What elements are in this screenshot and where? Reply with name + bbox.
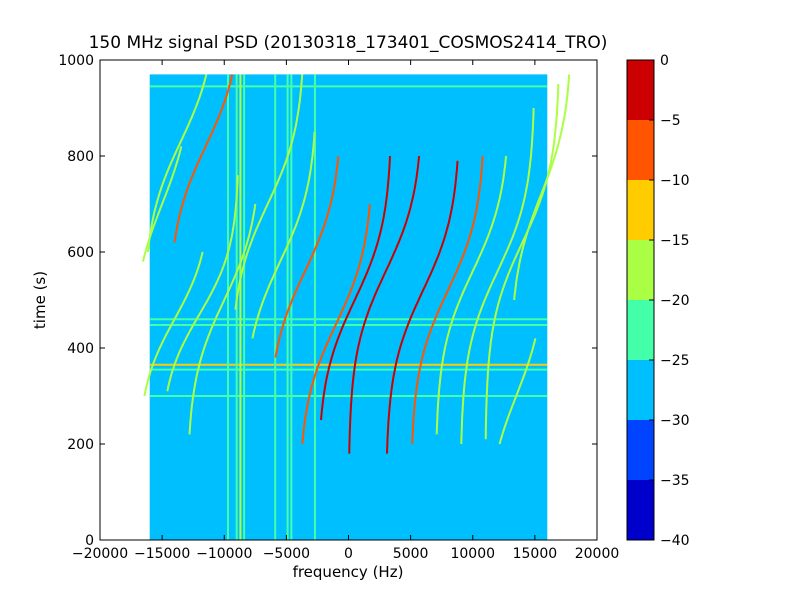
signal-track	[301, 203, 371, 445]
colorbar-band	[627, 360, 654, 420]
colorbar-tick-label: −35	[660, 473, 690, 489]
y-tick-label: 800	[67, 149, 94, 165]
x-axis-label: frequency (Hz)	[293, 563, 404, 581]
y-tick-label: 600	[67, 245, 94, 261]
colorbar-tick-label: −20	[660, 293, 690, 309]
chart-title: 150 MHz signal PSD (20130318_173401_COSM…	[89, 33, 608, 53]
colorbar-tick-label: −5	[660, 113, 681, 129]
colorbar-band	[627, 300, 654, 360]
y-axis-label: time (s)	[31, 271, 49, 329]
y-tick-label: 1000	[58, 53, 94, 69]
signal-track	[173, 74, 234, 243]
colorbar-tick-label: −15	[660, 233, 690, 249]
y-tick-label: 0	[85, 533, 94, 549]
signal-track	[320, 155, 391, 421]
x-tick-label: 5000	[393, 546, 429, 562]
signal-track	[234, 74, 304, 310]
x-tick-label: −5000	[263, 546, 310, 562]
colorbar-band	[627, 240, 654, 300]
signal-track	[435, 155, 508, 435]
colorbar-band	[627, 120, 654, 180]
signal-track	[386, 160, 459, 454]
signal-track	[411, 155, 484, 445]
heatmap-background	[149, 74, 548, 540]
signal-track	[274, 155, 340, 358]
colorbar-tick-label: −30	[660, 413, 690, 429]
x-tick-label: 0	[344, 546, 353, 562]
signal-track	[513, 74, 571, 301]
x-tick-label: −15000	[134, 546, 190, 562]
y-tick-label: 200	[67, 437, 94, 453]
colorbar-tick-label: 0	[660, 53, 669, 69]
signal-track	[251, 131, 316, 339]
signal-track	[142, 146, 183, 262]
plot-area: −20000 −15000 −10000 −5000 0 5000 10000 15000 20…	[58, 53, 619, 562]
x-tick-label: −20000	[72, 546, 128, 562]
heatmap-layer	[142, 74, 571, 540]
signal-track	[166, 175, 239, 392]
x-tick-label: 10000	[450, 546, 495, 562]
signal-track	[146, 74, 208, 253]
colorbar-band	[627, 60, 654, 120]
colorbar-tick-label: −40	[660, 533, 690, 549]
signal-track	[460, 107, 535, 445]
y-tick-label: 400	[67, 341, 94, 357]
x-tick-label: −10000	[196, 546, 252, 562]
x-axis-ticks: −20000 −15000 −10000 −5000 0 5000 10000 15000 20…	[72, 60, 619, 562]
colorbar-band	[627, 480, 654, 540]
signal-track	[143, 251, 204, 397]
colorbar-tick-label: −10	[660, 173, 690, 189]
colorbar-bands	[627, 60, 654, 540]
colorbar-ticks: −40 −35 −30 −25 −20 −15 −10 −5 0	[649, 53, 690, 549]
colorbar: −40 −35 −30 −25 −20 −15 −10 −5 0	[626, 53, 690, 549]
x-tick-label: 15000	[513, 546, 558, 562]
signal-track	[348, 155, 421, 454]
signal-track	[484, 83, 560, 440]
x-tick-label: 20000	[575, 546, 620, 562]
colorbar-tick-label: −25	[660, 353, 690, 369]
y-axis-ticks: 0 200 400 600 800 1000	[58, 53, 597, 549]
signal-track	[188, 203, 257, 435]
signal-track	[498, 338, 537, 445]
colorbar-band	[627, 180, 654, 240]
colorbar-band	[627, 420, 654, 480]
